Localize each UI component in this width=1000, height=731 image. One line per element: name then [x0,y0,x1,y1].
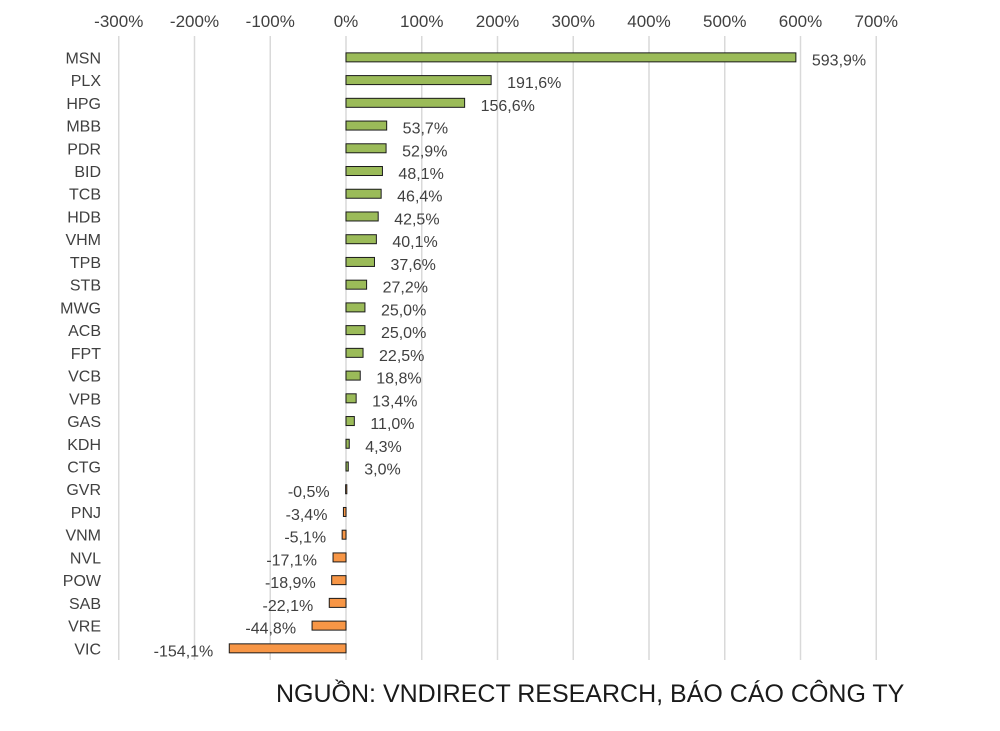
category-label: STB [70,278,101,295]
bar-chart: -300% -200% -100% 0% 100% 200% 300% 400% 500% 600… [60,12,898,660]
x-tick-label: 600% [779,12,822,31]
bar-fpt [345,347,364,358]
data-label: -5,1% [284,530,326,547]
bar-hdb [345,211,379,222]
category-label: VHM [65,232,101,249]
x-tick-label: 200% [476,12,519,31]
category-label: ACB [68,323,101,340]
category-label: MBB [66,119,101,136]
data-label: -18,9% [265,575,316,592]
data-label: 46,4% [397,189,442,206]
x-tick-label: 400% [627,12,670,31]
category-label: HPG [66,96,101,113]
category-label: PDR [67,141,101,158]
data-label: 3,0% [364,462,400,479]
data-label: -44,8% [245,621,296,638]
data-label: 13,4% [372,393,417,410]
x-tick-label: 0% [334,12,359,31]
data-label: 27,2% [383,280,428,297]
category-label: PLX [71,73,102,90]
category-label: TPB [70,255,101,272]
bar-vre [311,620,347,631]
bar-plx [345,75,492,86]
category-label: VNM [65,528,101,545]
category-label: GAS [67,414,101,431]
data-label: -22,1% [263,598,314,615]
category-label: VCB [68,369,101,386]
category-label: VRE [68,619,101,636]
data-label: 40,1% [392,234,437,251]
bar-nvl [332,552,347,563]
bar-vcb [345,370,361,381]
data-label: 593,9% [812,52,866,69]
data-label: -17,1% [266,552,317,569]
data-label: 37,6% [390,257,435,274]
x-tick-label: -100% [246,12,295,31]
bar-vhm [345,234,377,245]
category-label: SAB [69,596,101,613]
data-label: 4,3% [365,439,401,456]
bar-sab [328,597,347,608]
x-tick-label: -300% [94,12,143,31]
x-tick-label: -200% [170,12,219,31]
bar-vic [228,643,347,654]
bar-pdr [345,143,387,154]
data-label: 18,8% [376,371,421,388]
bar-ctg [345,461,349,472]
gridlines [118,36,877,660]
data-label: 156,6% [481,98,535,115]
category-labels: MSN PLX HPG MBB PDR BID TCB HDB VHM TPB STB MWG ACB F… [60,50,102,658]
bars [228,52,797,654]
bar-mbb [345,120,388,131]
data-label: 53,7% [403,121,448,138]
category-label: POW [63,573,102,590]
bar-tcb [345,188,382,199]
category-label: PNJ [71,505,101,522]
source-note: NGUỒN: VNDIRECT RESEARCH, BÁO CÁO CÔNG T… [276,680,905,708]
bar-vnm [341,529,347,540]
data-label: 25,0% [381,302,426,319]
bar-vpb [345,393,357,404]
data-label: 42,5% [394,211,439,228]
x-tick-label: 700% [855,12,898,31]
x-axis-tick-labels: -300% -200% -100% 0% 100% 200% 300% 400% 500% 600… [94,12,898,31]
category-label: KDH [67,437,101,454]
x-tick-label: 100% [400,12,443,31]
category-label: VIC [74,641,101,658]
bar-hpg [345,97,466,108]
category-label: CTG [67,460,101,477]
category-label: NVL [70,550,101,567]
category-label: HDB [67,209,101,226]
bar-pow [331,575,347,586]
category-label: MSN [65,50,101,67]
bar-acb [345,325,366,336]
category-label: FPT [71,346,101,363]
data-label: 22,5% [379,348,424,365]
data-label: 191,6% [507,75,561,92]
bar-bid [345,166,383,177]
category-label: VPB [69,391,101,408]
bar-tpb [345,256,375,267]
data-label: -0,5% [288,484,330,501]
bar-pnj [342,506,347,517]
data-label: 48,1% [398,166,443,183]
category-label: BID [74,164,101,181]
category-label: TCB [69,187,101,204]
bar-kdh [345,438,350,449]
data-labels: 593,9% 191,6% 156,6% 53,7% 52,9% 48,1% 46,4% 42… [154,52,866,660]
data-label: 11,0% [370,416,414,433]
bar-stb [345,279,368,290]
category-label: MWG [60,300,101,317]
data-label: -3,4% [286,507,328,524]
data-label: 52,9% [402,143,447,160]
bar-gvr [345,484,348,495]
bar-gas [345,416,355,427]
x-tick-label: 300% [552,12,595,31]
bar-mwg [345,302,366,313]
bar-msn [345,52,797,63]
category-label: GVR [66,482,101,499]
data-label: -154,1% [154,643,214,660]
x-tick-label: 500% [703,12,746,31]
data-label: 25,0% [381,325,426,342]
